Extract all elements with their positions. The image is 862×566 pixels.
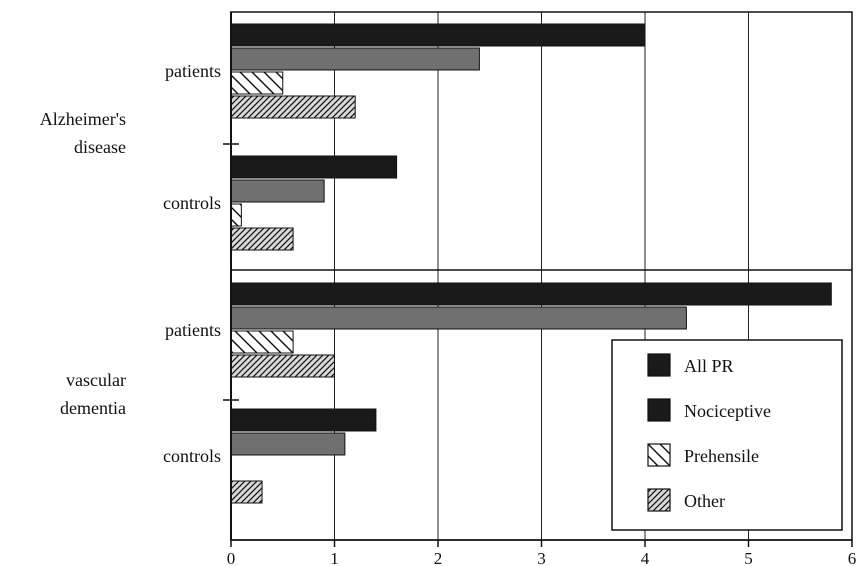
- bar-all-pr: [230, 23, 646, 47]
- legend-swatch: [647, 488, 671, 512]
- bar-all-pr: [230, 282, 832, 306]
- bar-all-pr: [230, 155, 398, 179]
- bar-nociceptive: [230, 306, 687, 330]
- group-label: vascular: [66, 370, 126, 390]
- legend-swatch: [647, 353, 671, 377]
- bar-all-pr: [230, 408, 377, 432]
- x-tick-label: 6: [848, 549, 857, 566]
- axes: [223, 11, 853, 547]
- legend-label: Prehensile: [684, 446, 759, 466]
- category-label: controls: [163, 193, 221, 213]
- group-label: disease: [74, 137, 126, 157]
- x-tick-label: 3: [537, 549, 546, 566]
- x-tick-label: 4: [641, 549, 650, 566]
- bar-other: [230, 95, 356, 119]
- legend-label: Other: [684, 491, 725, 511]
- group-label: Alzheimer's: [40, 109, 126, 129]
- legend-swatch: [647, 443, 671, 467]
- legend-label: All PR: [684, 356, 734, 376]
- bar-other: [230, 227, 294, 251]
- legend-swatch: [647, 398, 671, 422]
- category-label: patients: [165, 61, 221, 81]
- labels: 0 1 2 3 4 5 6 patients controls Alzheimer's diseas…: [40, 61, 856, 566]
- x-tick-label: 5: [744, 549, 753, 566]
- category-label: controls: [163, 446, 221, 466]
- bar-prehensile: [230, 203, 242, 227]
- x-tick-label: 2: [434, 549, 443, 566]
- bar-prehensile: [230, 71, 284, 95]
- bar-nociceptive: [230, 432, 346, 456]
- bar-other: [230, 480, 263, 504]
- legend: All PR Nociceptive Prehensile Other: [611, 339, 843, 531]
- group-label: dementia: [60, 398, 126, 418]
- x-tick-label: 1: [330, 549, 339, 566]
- bar-nociceptive: [230, 47, 480, 71]
- x-tick-label: 0: [227, 549, 236, 566]
- bar-other: [230, 354, 335, 378]
- category-label: patients: [165, 320, 221, 340]
- bar-prehensile: [230, 330, 294, 354]
- bar-nociceptive: [230, 179, 325, 203]
- legend-label: Nociceptive: [684, 401, 771, 421]
